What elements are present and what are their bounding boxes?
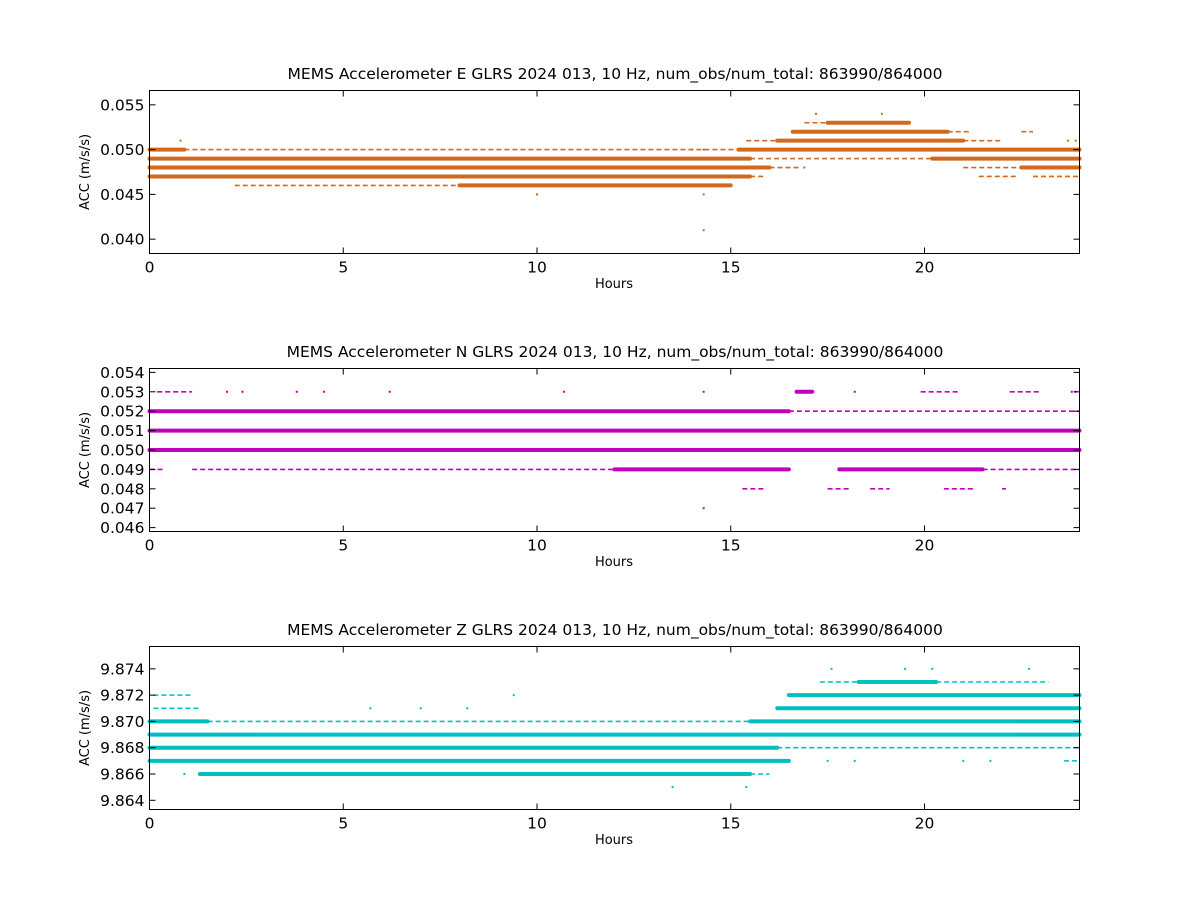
- y-tick-label-e-2: 0.050: [100, 141, 144, 159]
- y-tick-label-z-4: 9.872: [100, 687, 144, 705]
- data-point-e-0: [179, 139, 182, 142]
- data-point-n-8: [853, 390, 856, 393]
- chart-title-e: MEMS Accelerometer E GLRS 2024 013, 10 H…: [288, 65, 943, 84]
- y-tick-label-n-0: 0.046: [100, 519, 144, 537]
- data-point-z-9: [931, 667, 934, 670]
- y-tick-label-z-2: 9.868: [100, 739, 144, 757]
- data-marks-e: [147, 112, 1082, 232]
- x-tick-label-z-0: 0: [145, 815, 155, 833]
- chart-title-n: MEMS Accelerometer N GLRS 2024 013, 10 H…: [287, 343, 944, 362]
- ticks-n: 0 5 10 15 200.0460.0470.0480.0490.0500.0510.…: [100, 364, 1080, 555]
- data-point-n-5: [388, 390, 391, 393]
- x-axis-label-n: Hours: [595, 555, 633, 570]
- data-point-n-7: [702, 390, 705, 393]
- ticks-e: 0 5 10 15 20 0.040 0.045 0.050 0.055: [100, 90, 1080, 277]
- data-point-e-1: [536, 193, 538, 196]
- data-point-e-6: [803, 166, 806, 169]
- x-tick-label-z-3: 15: [721, 815, 741, 833]
- x-tick-label-e-4: 20: [915, 259, 935, 277]
- data-point-n-2: [241, 390, 244, 393]
- plot-frame-z: [149, 646, 1080, 810]
- ticks-z: 0 5 10 15 20 9.864 9.866 9.868 9.870 9.872 9.874: [100, 646, 1080, 833]
- data-marks-n: [147, 389, 1082, 510]
- x-tick-label-n-1: 5: [338, 537, 348, 555]
- x-tick-label-e-1: 5: [338, 259, 348, 277]
- data-point-z-5: [419, 707, 422, 710]
- panel-e: MEMS Accelerometer E GLRS 2024 013, 10 H…: [78, 65, 1082, 292]
- data-point-n-3: [295, 390, 298, 393]
- y-axis-label-e: ACC (m/s/s): [78, 134, 93, 210]
- data-point-e-7: [691, 148, 693, 151]
- data-point-z-7: [830, 667, 833, 670]
- x-tick-label-n-3: 15: [721, 537, 741, 555]
- y-tick-label-n-2: 0.048: [100, 480, 144, 498]
- data-point-e-9: [1066, 139, 1069, 142]
- x-tick-label-z-4: 20: [915, 815, 935, 833]
- y-tick-label-e-3: 0.055: [100, 96, 144, 114]
- x-axis-label-e: Hours: [595, 277, 633, 292]
- y-tick-label-e-0: 0.040: [100, 231, 144, 249]
- data-point-z-8: [904, 667, 907, 670]
- y-axis-label-n: ACC (m/s/s): [78, 412, 93, 488]
- data-point-e-4: [880, 112, 883, 115]
- data-point-n-6: [563, 390, 566, 393]
- x-tick-label-e-0: 0: [145, 259, 155, 277]
- panel-z: MEMS Accelerometer Z GLRS 2024 013, 10 H…: [78, 621, 1082, 848]
- data-point-z-6: [466, 707, 469, 710]
- data-point-z-2: [745, 786, 748, 789]
- data-point-z-4: [369, 707, 372, 710]
- data-point-z-13: [962, 759, 965, 762]
- y-tick-label-e-1: 0.045: [100, 186, 144, 204]
- y-tick-label-n-1: 0.047: [100, 500, 144, 518]
- x-tick-label-z-1: 5: [338, 815, 348, 833]
- data-point-z-12: [853, 759, 856, 762]
- plot-frame-e: [149, 90, 1080, 254]
- y-tick-label-n-4: 0.050: [100, 442, 144, 460]
- y-tick-label-n-5: 0.051: [100, 422, 144, 440]
- x-tick-label-z-2: 10: [527, 815, 547, 833]
- data-point-n-1: [226, 390, 228, 393]
- y-tick-label-n-3: 0.049: [100, 461, 144, 479]
- y-tick-label-z-3: 9.870: [100, 713, 144, 731]
- x-tick-label-n-2: 10: [527, 537, 547, 555]
- y-tick-label-n-6: 0.052: [100, 403, 144, 421]
- x-tick-label-n-4: 20: [915, 537, 935, 555]
- data-point-z-0: [183, 773, 186, 776]
- data-point-z-14: [989, 759, 992, 762]
- panel-n: MEMS Accelerometer N GLRS 2024 013, 10 H…: [78, 343, 1082, 570]
- data-point-z-3: [512, 694, 515, 697]
- data-point-n-0: [702, 507, 705, 510]
- data-point-z-10: [1028, 667, 1031, 670]
- y-tick-label-z-0: 9.864: [100, 792, 144, 810]
- data-point-e-2: [702, 193, 705, 196]
- y-tick-label-n-7: 0.053: [100, 383, 144, 401]
- data-point-z-1: [671, 786, 674, 789]
- y-tick-label-n-8: 0.054: [100, 364, 144, 382]
- data-point-n-4: [322, 390, 325, 393]
- y-axis-label-z: ACC (m/s/s): [78, 690, 93, 766]
- data-point-e-5: [815, 112, 817, 115]
- data-point-z-11: [826, 759, 829, 762]
- y-tick-label-z-5: 9.874: [100, 660, 144, 678]
- data-point-e-10: [1074, 139, 1077, 142]
- x-axis-label-z: Hours: [595, 833, 633, 848]
- x-tick-label-n-0: 0: [145, 537, 155, 555]
- data-point-e-3: [702, 229, 705, 232]
- data-point-e-8: [702, 148, 705, 151]
- data-point-n-9: [1070, 390, 1073, 393]
- x-tick-label-e-2: 10: [527, 259, 547, 277]
- y-tick-label-z-1: 9.866: [100, 766, 144, 784]
- chart-title-z: MEMS Accelerometer Z GLRS 2024 013, 10 H…: [287, 621, 943, 640]
- data-marks-z: [147, 667, 1082, 789]
- x-tick-label-e-3: 15: [721, 259, 741, 277]
